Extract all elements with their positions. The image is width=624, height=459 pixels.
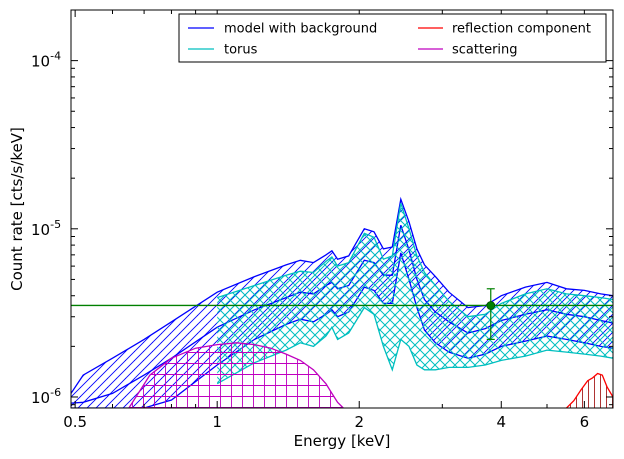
x-tick-label: 6 [580,413,590,431]
legend-label-reflection-component: reflection component [452,22,591,37]
data-point [486,301,496,310]
y-tick-label: 10-5 [31,218,61,239]
x-tick-label: 1 [212,413,222,431]
y-tick-label: 10-6 [31,386,61,407]
series-upper-line-torus [216,203,613,318]
legend: model with background torus reflection c… [178,13,607,63]
series-reflection-component [566,372,613,408]
legend-label-scattering: scattering [452,43,518,58]
series-band-scattering [128,342,344,408]
legend-label-model-with-background: model with background [224,22,377,37]
legend-box [178,13,607,63]
x-tick-label: 4 [496,413,506,431]
series-torus [216,203,613,385]
series-scattering [128,342,344,408]
series-upper-line-scattering [128,342,344,408]
series-lower-line-torus [216,306,613,385]
data-point-group [486,288,496,340]
series-upper-line-reflection-component [566,372,613,408]
x-tick-label: 0.5 [63,413,87,431]
y-axis-label: Count rate [cts/s/keV] [8,127,26,291]
y-tick-label: 10-4 [31,50,61,71]
plot-frame [70,9,614,409]
series-band-torus [217,203,613,384]
series-band-reflection-component [566,373,613,408]
series-upper-line-model-with-background [71,196,613,394]
x-tick-label: 2 [354,413,364,431]
legend-label-torus: torus [224,43,258,58]
x-axis-label: Energy [keV] [294,432,391,450]
plot-area [71,196,613,408]
